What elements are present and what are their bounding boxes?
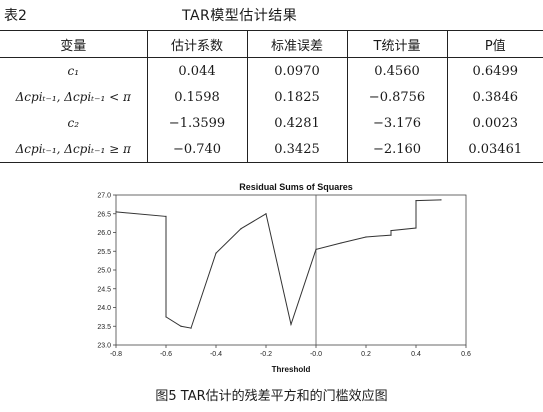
data-point: [390, 234, 392, 236]
data-point: [115, 211, 117, 213]
y-axis: 23.0 23.5 24.0 24.5 25.0 25.5 26.0 26.5 27.0: [97, 193, 116, 350]
data-point: [365, 236, 367, 238]
x-tick-label: -0.4: [210, 351, 222, 358]
header-coefficient: 估计系数: [146, 30, 247, 58]
x-tick-label: 0.4: [411, 351, 421, 358]
x-tick-label: 0.2: [361, 351, 371, 358]
cell-std-error: 0.4281: [246, 110, 347, 136]
data-point: [165, 215, 167, 217]
x-axis-label: Threshold: [272, 365, 311, 374]
table-number: 表2: [4, 8, 27, 24]
data-point: [340, 242, 342, 244]
header-t-stat: T统计量: [346, 30, 447, 58]
header-std-error: 标准误差: [246, 30, 347, 58]
cell-coefficient: −0.740: [146, 136, 247, 163]
figure-caption: 图5 TAR估计的残差平方和的门槛效应图: [155, 389, 388, 404]
data-point: [180, 325, 182, 327]
cell-t-stat: 0.4560: [346, 57, 447, 84]
header-p-value: P值: [446, 30, 543, 58]
data-point: [190, 327, 192, 329]
data-point: [390, 230, 392, 232]
cell-t-stat: −2.160: [346, 136, 447, 163]
cell-t-stat: −3.176: [346, 110, 447, 136]
data-point: [215, 252, 217, 254]
rss-chart: Residual Sums of Squares 23.0 23.5 24.0 24.…: [70, 180, 490, 376]
x-axis: -0.8 -0.6 -0.4 -0.2 -0.0 0.2 0.4 0.6: [110, 345, 471, 358]
cell-variable: c₁: [67, 64, 80, 78]
cell-coefficient: −1.3599: [146, 110, 247, 136]
x-tick-label: -0.2: [260, 351, 272, 358]
cell-variable: Δcpiₜ₋₁, Δcpiₜ₋₁ < π: [15, 90, 131, 104]
cell-p-value: 0.03461: [446, 136, 543, 163]
series-line: [115, 199, 442, 329]
x-tick-label: 0.6: [461, 351, 471, 358]
cell-std-error: 0.0970: [246, 57, 347, 84]
series-points: [115, 199, 442, 329]
x-tick-label: -0.6: [160, 351, 172, 358]
table-header-row: 变量 估计系数 标准误差 T统计量 P值: [0, 30, 543, 58]
data-point: [440, 199, 442, 201]
table-row: c₂ −1.3599 0.4281 −3.176 0.0023: [0, 110, 543, 136]
y-tick-label: 26.0: [97, 230, 111, 237]
y-tick-label: 23.5: [97, 324, 111, 331]
data-point: [240, 228, 242, 230]
table-title: TAR模型估计结果: [182, 8, 298, 24]
y-tick-label: 27.0: [97, 193, 111, 200]
cell-t-stat: −0.8756: [346, 84, 447, 110]
table-row: Δcpiₜ₋₁, Δcpiₜ₋₁ ≥ π −0.740 0.3425 −2.16…: [0, 136, 543, 163]
cell-p-value: 0.6499: [446, 57, 543, 84]
rss-chart-svg: Residual Sums of Squares 23.0 23.5 24.0 24.…: [97, 182, 471, 374]
cell-std-error: 0.1825: [246, 84, 347, 110]
x-tick-label: -0.0: [310, 351, 322, 358]
y-tick-label: 23.0: [97, 343, 111, 350]
cell-p-value: 0.0023: [446, 110, 543, 136]
data-point: [415, 227, 417, 229]
y-tick-label: 25.0: [97, 268, 111, 275]
y-tick-label: 24.0: [97, 305, 111, 312]
data-point: [290, 323, 292, 325]
cell-variable: Δcpiₜ₋₁, Δcpiₜ₋₁ ≥ π: [0, 136, 147, 163]
cell-variable: c₂: [67, 116, 80, 130]
data-point: [165, 316, 167, 318]
y-tick-label: 24.5: [97, 286, 111, 293]
header-variable: 变量: [0, 30, 147, 58]
data-point: [265, 213, 267, 215]
cell-coefficient: 0.1598: [146, 84, 247, 110]
y-tick-label: 26.5: [97, 211, 111, 218]
data-point: [415, 200, 417, 202]
estimation-table: 变量 估计系数 标准误差 T统计量 P值 c₁ 0.044 0.0970 0.4…: [0, 30, 543, 163]
table-row: Δcpiₜ₋₁, Δcpiₜ₋₁ < π 0.1598 0.1825 −0.87…: [0, 84, 543, 110]
data-point: [315, 248, 317, 250]
y-tick-label: 25.5: [97, 249, 111, 256]
table-caption: 表2 TAR模型估计结果: [0, 0, 543, 26]
cell-std-error: 0.3425: [246, 136, 347, 163]
chart-title: Residual Sums of Squares: [239, 182, 353, 192]
cell-coefficient: 0.044: [146, 57, 247, 84]
cell-p-value: 0.3846: [446, 84, 543, 110]
table-row: c₁ 0.044 0.0970 0.4560 0.6499: [0, 57, 543, 84]
x-tick-label: -0.8: [110, 351, 122, 358]
